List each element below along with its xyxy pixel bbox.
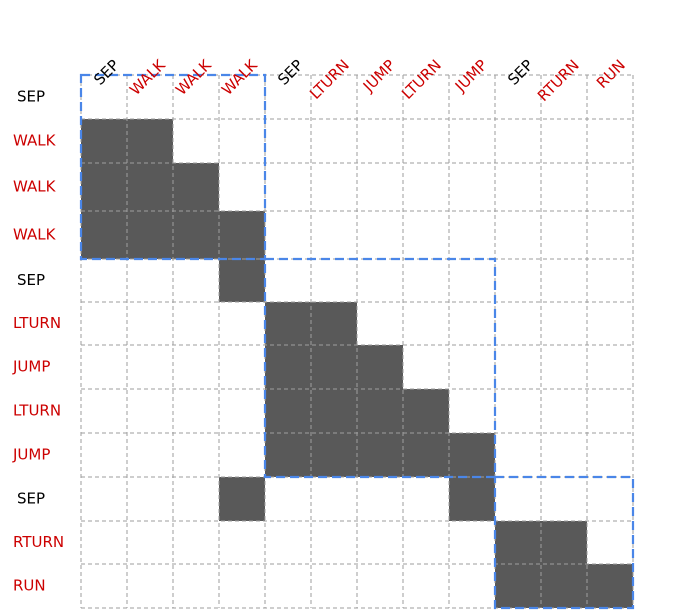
filled-cell: [219, 211, 265, 259]
matrix-cells: [81, 119, 633, 608]
column-label: JUMP: [451, 56, 491, 96]
filled-cell: [587, 564, 633, 608]
filled-cell: [311, 302, 357, 345]
filled-cell: [265, 302, 311, 345]
row-label: LTURN: [13, 314, 61, 332]
filled-cell: [449, 433, 495, 477]
row-label: LTURN: [13, 402, 61, 420]
column-label: RUN: [593, 56, 629, 92]
column-label: SEP: [504, 56, 537, 89]
filled-cell: [127, 163, 173, 211]
row-label: JUMP: [12, 358, 50, 376]
row-label: WALK: [13, 226, 57, 244]
block-outline: [493, 475, 635, 610]
filled-cell: [219, 259, 265, 302]
column-label: WALK: [172, 55, 216, 99]
filled-cell: [495, 564, 541, 608]
filled-cell: [311, 389, 357, 433]
column-label: RTURN: [534, 56, 583, 105]
filled-cell: [173, 163, 219, 211]
column-label: WALK: [126, 55, 170, 99]
column-label: LTURN: [306, 56, 353, 103]
column-labels: SEP WALK WALK WALK SEP LTURN JUMP LTURN JUMP SEPR…: [90, 55, 629, 105]
filled-cell: [265, 433, 311, 477]
filled-cell: [449, 477, 495, 521]
filled-cell: [311, 345, 357, 389]
column-label: WALK: [218, 55, 262, 99]
row-label: SEP: [17, 490, 45, 508]
column-label: JUMP: [359, 56, 399, 96]
filled-cell: [357, 345, 403, 389]
row-label: SEP: [17, 88, 45, 106]
column-label: LTURN: [398, 56, 445, 103]
filled-cell: [127, 211, 173, 259]
filled-cell: [495, 521, 541, 564]
grid-lines: [80, 74, 634, 609]
filled-cell: [81, 163, 127, 211]
filled-cell: [357, 389, 403, 433]
row-label: RTURN: [13, 533, 64, 551]
filled-cell: [265, 345, 311, 389]
block-outline: [79, 73, 267, 261]
filled-cell: [81, 119, 127, 163]
filled-cell: [403, 389, 449, 433]
filled-cell: [127, 119, 173, 163]
row-labels: SEP WALK WALK WALK SEP LTURN JUMP LTURN JUMP SEP R…: [12, 88, 64, 595]
filled-cell: [265, 389, 311, 433]
row-label: WALK: [13, 178, 57, 196]
column-label: SEP: [90, 56, 123, 89]
filled-cell: [541, 564, 587, 608]
filled-cell: [173, 211, 219, 259]
block-outlines: [79, 73, 635, 610]
row-label: SEP: [17, 271, 45, 289]
column-label: SEP: [274, 56, 307, 89]
row-label: JUMP: [12, 446, 50, 464]
filled-cell: [219, 477, 265, 521]
filled-cell: [541, 521, 587, 564]
filled-cell: [357, 433, 403, 477]
filled-cell: [403, 433, 449, 477]
filled-cell: [311, 433, 357, 477]
row-label: WALK: [13, 132, 57, 150]
filled-cell: [81, 211, 127, 259]
row-label: RUN: [13, 577, 46, 595]
block-outline: [263, 257, 497, 479]
